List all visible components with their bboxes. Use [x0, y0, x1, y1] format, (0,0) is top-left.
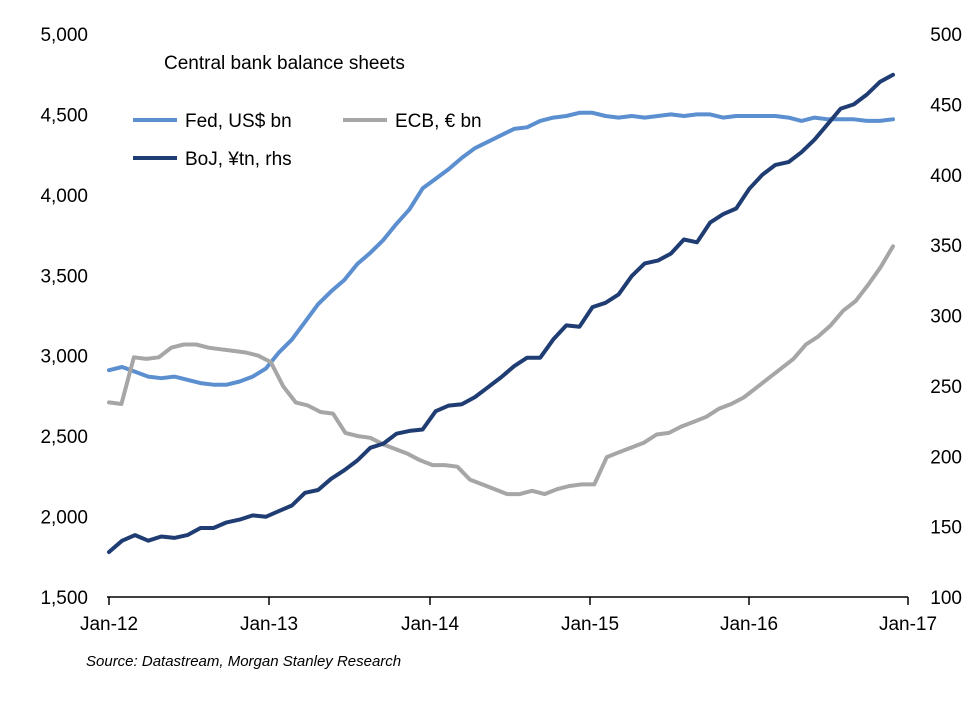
right-tick-label: 150	[930, 518, 962, 539]
right-tick-label: 500	[930, 25, 962, 46]
x-tick-label: Jan-17	[879, 614, 937, 635]
series-line-fed	[107, 110, 895, 387]
x-tick-label: Jan-12	[80, 614, 138, 635]
x-tick-marks	[108, 597, 909, 605]
left-tick-label: 4,500	[40, 105, 88, 126]
left-tick-label: 5,000	[40, 25, 88, 46]
right-tick-label: 100	[930, 588, 962, 609]
legend: Fed, US$ bn ECB, € bn BoJ, ¥tn, rhs	[133, 111, 482, 170]
series-line-ecb	[107, 244, 895, 497]
right-tick-label: 350	[930, 236, 962, 257]
left-tick-label: 4,000	[40, 186, 88, 207]
right-tick-label: 450	[930, 95, 962, 116]
left-axis-ticks: 5,000 4,500 4,000 3,500 3,000 2,500 2,000 1,500	[40, 25, 88, 609]
left-tick-label: 2,500	[40, 427, 88, 448]
legend-label-ecb: ECB, € bn	[395, 111, 482, 132]
x-tick-label: Jan-16	[720, 614, 778, 635]
right-axis-ticks: 500 450 400 350 300 250 200 150 100	[930, 25, 962, 609]
series-lines	[107, 72, 895, 554]
x-tick-label: Jan-14	[401, 614, 460, 635]
x-tick-label: Jan-13	[240, 614, 298, 635]
right-tick-label: 300	[930, 307, 962, 328]
right-tick-label: 400	[930, 166, 962, 187]
left-tick-label: 2,000	[40, 508, 88, 529]
legend-label-boj: BoJ, ¥tn, rhs	[185, 149, 292, 170]
left-tick-label: 1,500	[40, 588, 88, 609]
chart-title: Central bank balance sheets	[164, 53, 405, 74]
left-tick-label: 3,000	[40, 347, 88, 368]
right-tick-label: 250	[930, 377, 962, 398]
source-note: Source: Datastream, Morgan Stanley Resea…	[86, 653, 401, 670]
x-axis-ticks: Jan-12 Jan-13 Jan-14 Jan-15 Jan-16 Jan-17	[80, 614, 937, 635]
series-line-boj	[107, 72, 895, 554]
x-tick-label: Jan-15	[561, 614, 619, 635]
right-tick-label: 200	[930, 447, 962, 468]
left-tick-label: 3,500	[40, 266, 88, 287]
legend-label-fed: Fed, US$ bn	[185, 111, 292, 132]
